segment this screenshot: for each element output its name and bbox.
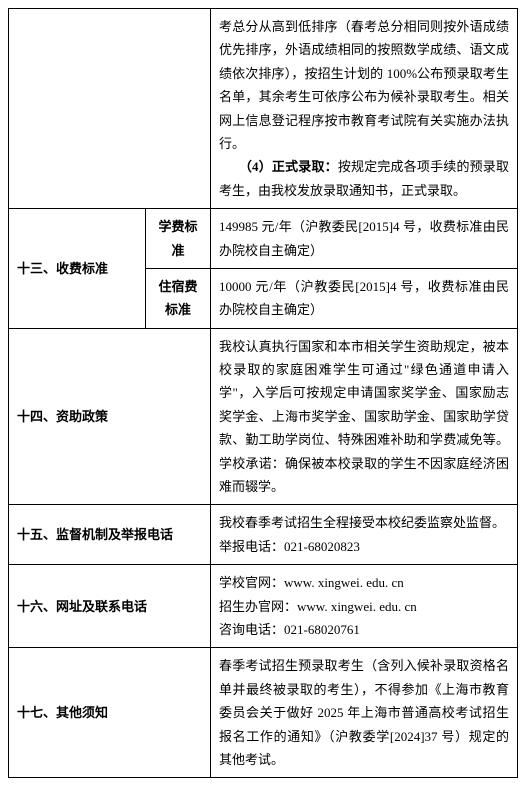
row15-line2: 举报电话：021-68020823 [219, 539, 360, 554]
row16-line1: 学校官网：www. xingwei. edu. cn [219, 575, 404, 590]
row14-label: 十四、资助政策 [9, 328, 211, 505]
row15-content: 我校春季考试招生全程接受本校纪委监察处监督。 举报电话：021-68020823 [211, 505, 518, 565]
row13-sub1-content: 149985 元/年（沪教委民[2015]4 号，收费标准由民办院校自主确定） [211, 209, 518, 269]
table-row: 十五、监督机制及举报电话 我校春季考试招生全程接受本校纪委监察处监督。 举报电话… [9, 505, 518, 565]
table-row: 十四、资助政策 我校认真执行国家和本市相关学生资助规定，被本校录取的家庭困难学生… [9, 328, 518, 505]
table-row: 十三、收费标准 学费标准 149985 元/年（沪教委民[2015]4 号，收费… [9, 209, 518, 269]
row13-label: 十三、收费标准 [9, 209, 146, 329]
row13-sub2-content: 10000 元/年（沪教委民[2015]4 号，收费标准由民办院校自主确定） [211, 268, 518, 328]
row17-content: 春季考试招生预录取考生（含列入候补录取资格名单并最终被录取的考生），不得参加《上… [211, 648, 518, 778]
table-row: 考总分从高到低排序（春考总分相同则按外语成绩优先排序，外语成绩相同的按照数学成绩… [9, 9, 518, 209]
row16-line3: 咨询电话：021-68020761 [219, 622, 360, 637]
row16-content: 学校官网：www. xingwei. edu. cn 招生办官网：www. xi… [211, 565, 518, 648]
policy-table: 考总分从高到低排序（春考总分相同则按外语成绩优先排序，外语成绩相同的按照数学成绩… [8, 8, 518, 778]
row13-sub2-label: 住宿费标准 [146, 268, 211, 328]
table-row: 十七、其他须知 春季考试招生预录取考生（含列入候补录取资格名单并最终被录取的考生… [9, 648, 518, 778]
row16-line2: 招生办官网：www. xingwei. edu. cn [219, 599, 417, 614]
row15-label: 十五、监督机制及举报电话 [9, 505, 211, 565]
row17-label: 十七、其他须知 [9, 648, 211, 778]
row-label-empty [9, 9, 211, 209]
row15-line1: 我校春季考试招生全程接受本校纪委监察处监督。 [219, 515, 505, 530]
row16-label: 十六、网址及联系电话 [9, 565, 211, 648]
row0-bold-label: （4）正式录取： [245, 159, 337, 174]
row0-content: 考总分从高到低排序（春考总分相同则按外语成绩优先排序，外语成绩相同的按照数学成绩… [211, 9, 518, 209]
row14-content: 我校认真执行国家和本市相关学生资助规定，被本校录取的家庭困难学生可通过"绿色通道… [211, 328, 518, 505]
row0-text1: 考总分从高到低排序（春考总分相同则按外语成绩优先排序，外语成绩相同的按照数学成绩… [219, 19, 509, 151]
row13-sub1-label: 学费标准 [146, 209, 211, 269]
table-row: 十六、网址及联系电话 学校官网：www. xingwei. edu. cn 招生… [9, 565, 518, 648]
